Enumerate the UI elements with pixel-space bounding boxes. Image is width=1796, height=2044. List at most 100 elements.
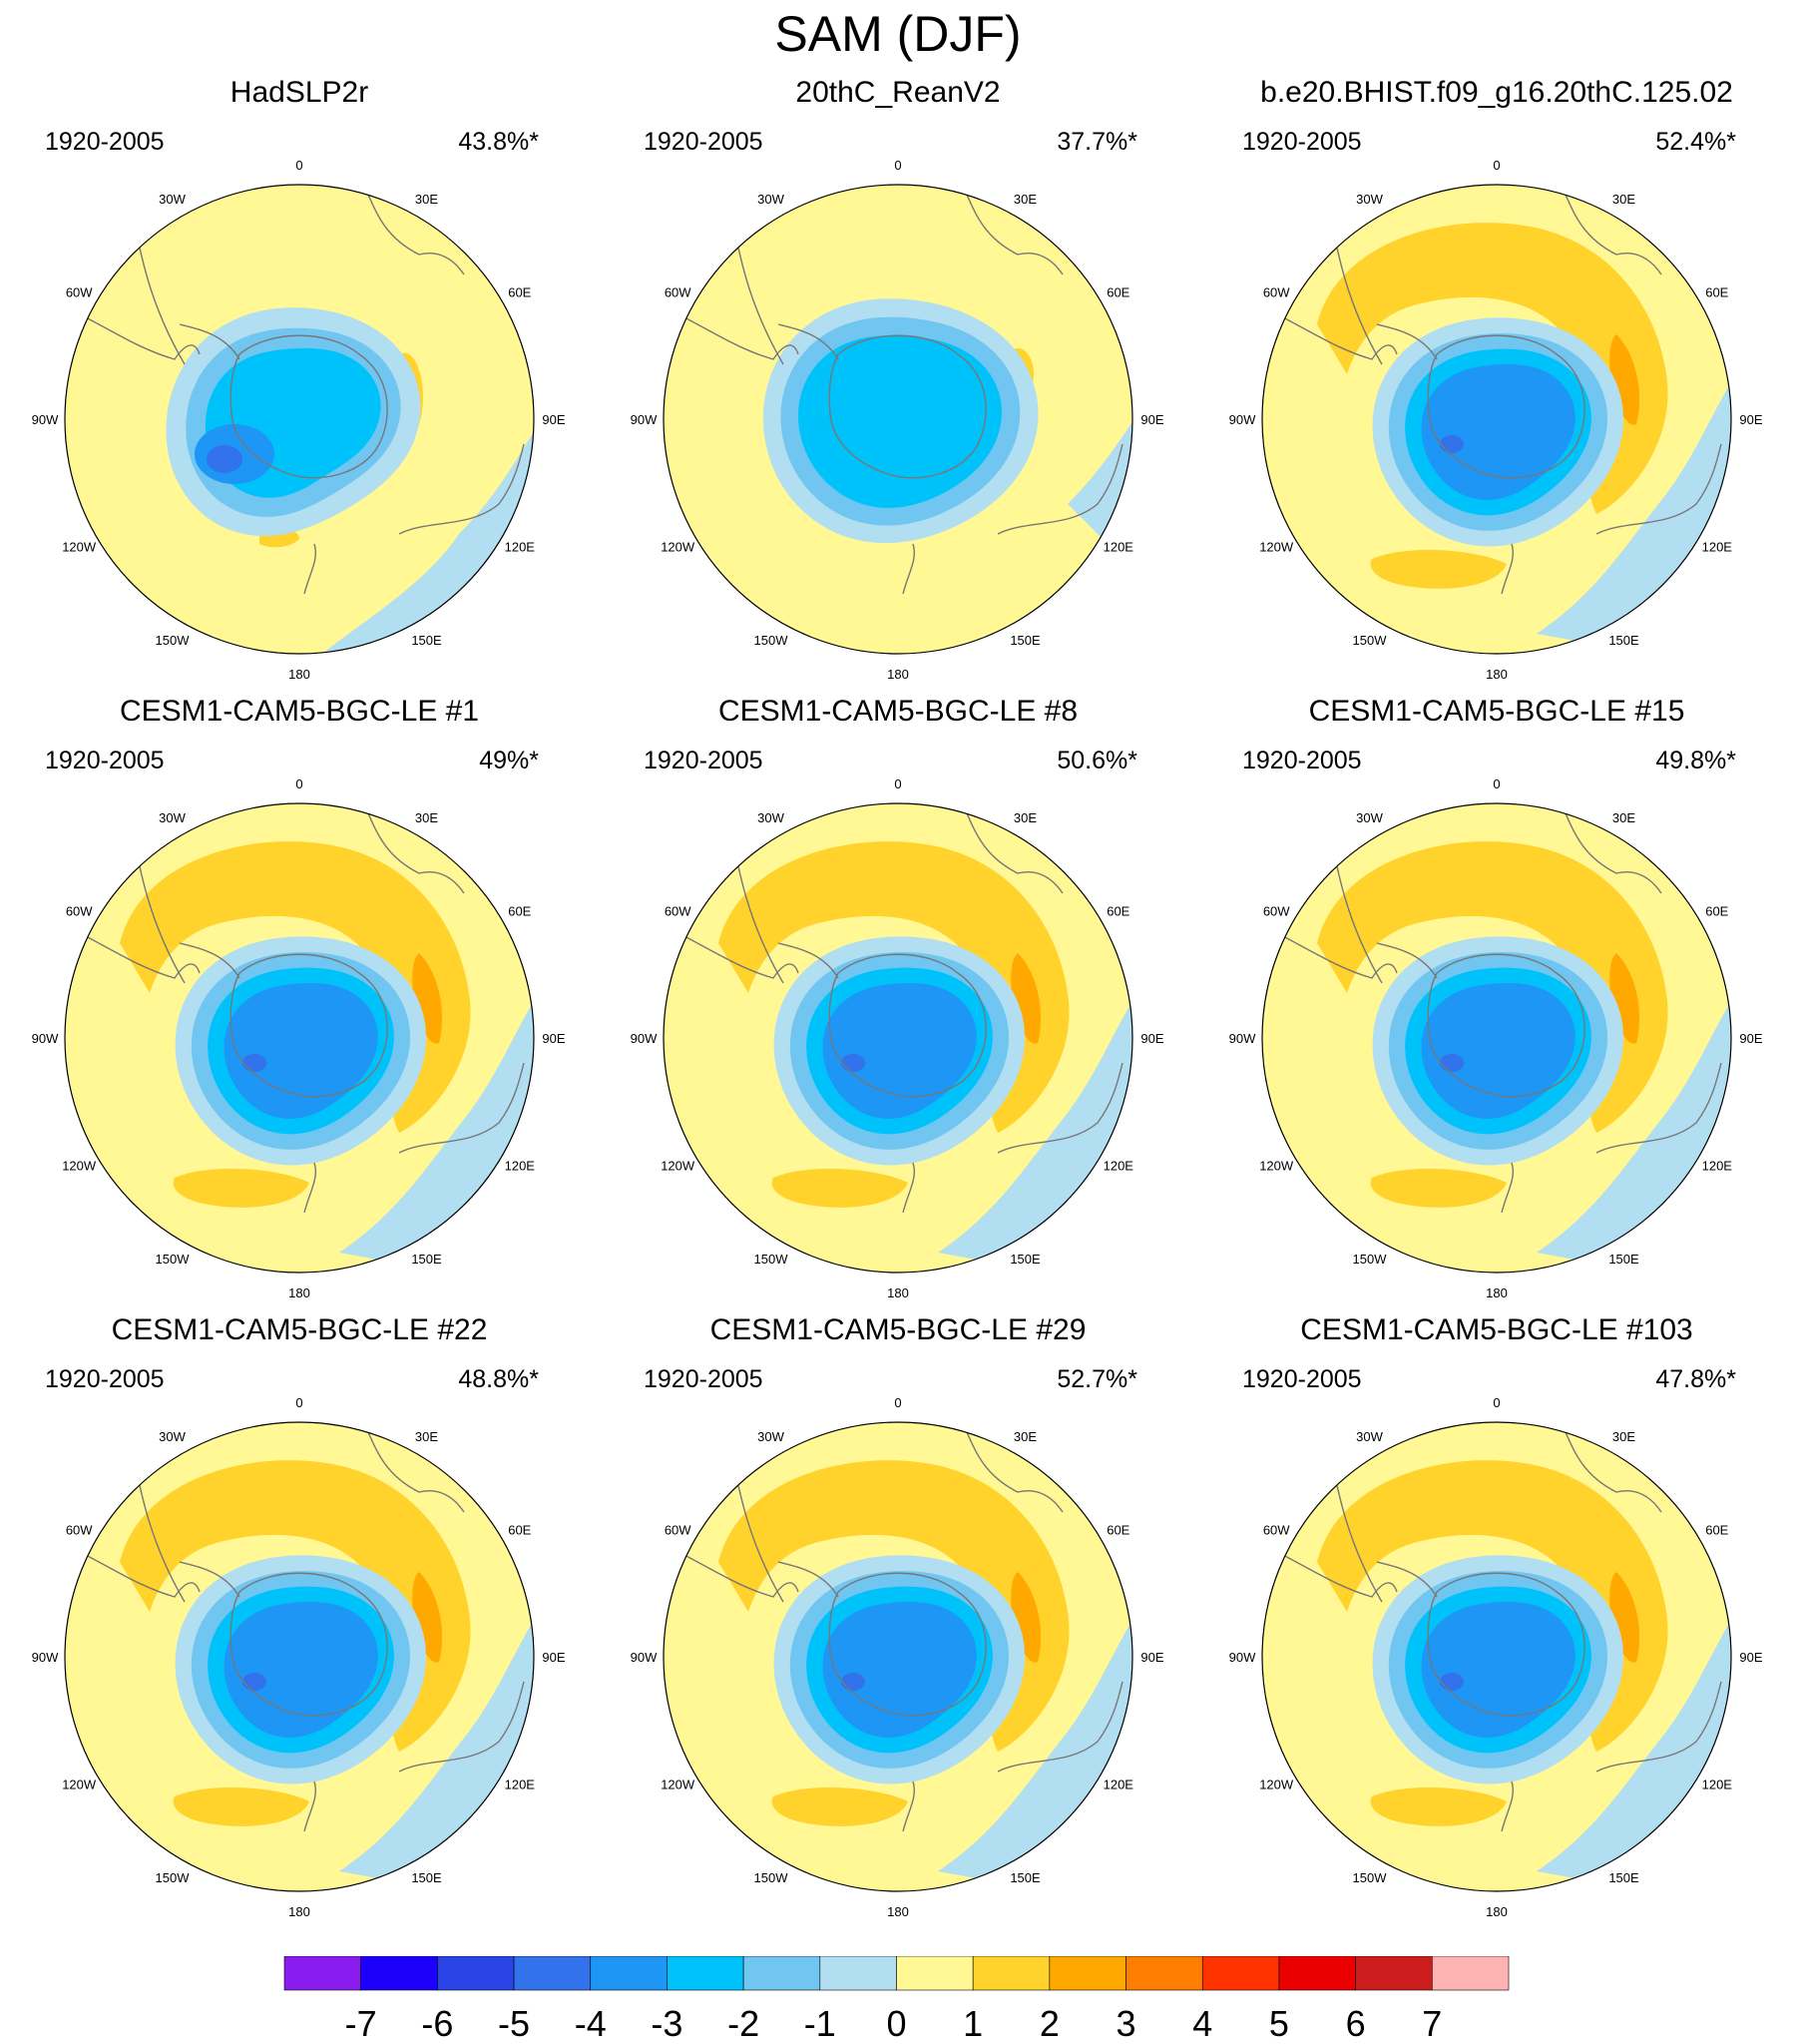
longitude-label: 30W xyxy=(1356,810,1383,825)
longitude-label: 90E xyxy=(1739,1031,1762,1046)
longitude-label: 30W xyxy=(1356,192,1383,207)
longitude-label: 150E xyxy=(1010,633,1041,648)
longitude-label: 90E xyxy=(1140,412,1163,427)
colorbar-swatch xyxy=(1278,1956,1356,1991)
longitude-label: 150E xyxy=(1608,1252,1639,1267)
positive-anomaly-region xyxy=(173,1168,309,1208)
negative-anomaly-core xyxy=(1440,1054,1464,1072)
colorbar-tick-label: 7 xyxy=(1422,2003,1442,2044)
coastlines xyxy=(1276,803,1722,1214)
longitude-label: 60W xyxy=(665,904,691,919)
map-svg: 0 30E 60E 90E 120E 150E 180 150W 120W 90W 60W 30W xyxy=(631,776,1164,1300)
longitude-label: 90W xyxy=(32,412,59,427)
longitude-label: 60E xyxy=(508,904,531,919)
panel-title: CESM1-CAM5-BGC-LE #22 xyxy=(111,1313,488,1346)
positive-anomaly-region xyxy=(771,1168,908,1208)
colorbar-swatch xyxy=(972,1956,1051,1991)
longitude-label: 120E xyxy=(1104,1159,1134,1174)
colorbar-swatch xyxy=(896,1956,974,1991)
map-boundary xyxy=(64,184,535,655)
longitude-label: 30E xyxy=(415,192,438,207)
panel-variance-pct: 52.4%* xyxy=(1655,128,1736,156)
coastlines xyxy=(79,1422,525,1832)
panel-title: CESM1-CAM5-BGC-LE #15 xyxy=(1308,695,1685,728)
longitude-label: 60W xyxy=(66,285,93,300)
longitude-label: 60W xyxy=(66,904,93,919)
longitude-label: 30E xyxy=(1014,192,1037,207)
map-boundary xyxy=(1261,1421,1732,1892)
longitude-label: 60E xyxy=(1107,1523,1129,1538)
longitude-label: 120E xyxy=(1702,1778,1733,1792)
map-svg: 0 30E 60E 90E 120E 150E 180 150W 120W 90W 60W 30W xyxy=(32,776,566,1300)
positive-anomaly-region xyxy=(120,1460,471,1752)
longitude-label: 60W xyxy=(1263,285,1290,300)
longitude-label: 150W xyxy=(156,1252,191,1267)
colorbar-tick-label: -4 xyxy=(575,2003,607,2044)
longitude-label: 60E xyxy=(1705,904,1728,919)
negative-anomaly-contour xyxy=(822,983,977,1119)
map-boundary xyxy=(64,1421,535,1892)
longitude-label: 30E xyxy=(1014,1429,1037,1444)
map-svg: 0 30E 60E 90E 120E 150E 180 150W 120W 90W 60W 30W xyxy=(631,1395,1164,1919)
map-panel: CESM1-CAM5-BGC-LE #8 1920-2005 50.6%* 0 3… xyxy=(599,694,1197,1312)
longitude-label: 30W xyxy=(159,810,186,825)
longitude-label: 90E xyxy=(1739,1650,1762,1665)
negative-anomaly-core xyxy=(242,1673,266,1691)
longitude-label: 90W xyxy=(1229,1650,1256,1665)
longitude-label: 120E xyxy=(1702,540,1733,555)
longitude-label: 120E xyxy=(505,1159,536,1174)
panel-title: CESM1-CAM5-BGC-LE #8 xyxy=(717,695,1079,728)
colorbar-tick-label: 4 xyxy=(1192,2003,1212,2044)
longitude-label: 120W xyxy=(1259,540,1294,555)
longitude-label: 30W xyxy=(159,192,186,207)
panel-variance-pct: 52.7%* xyxy=(1057,1365,1137,1393)
map-panel: HadSLP2r 1920-2005 43.8%* 0 30E 60E 90E 120E… xyxy=(0,75,599,694)
longitude-label: 150E xyxy=(411,1252,442,1267)
positive-anomaly-region xyxy=(1370,1168,1507,1208)
positive-anomaly-region xyxy=(120,841,471,1133)
longitude-label: 120W xyxy=(62,540,97,555)
longitude-label: 180 xyxy=(887,1904,909,1919)
positive-anomaly-region xyxy=(1370,1787,1507,1826)
colorbar-swatch xyxy=(1355,1956,1433,1991)
colorbar-tick-label: -7 xyxy=(345,2003,377,2044)
map-svg: 0 30E 60E 90E 120E 150E 180 150W 120W 90W 60W 30W xyxy=(32,1395,566,1919)
panel-years: 1920-2005 xyxy=(1242,128,1362,156)
negative-anomaly-core xyxy=(1440,435,1464,453)
colorbar-tick-label: 5 xyxy=(1269,2003,1289,2044)
positive-anomaly-region xyxy=(718,841,1070,1133)
colorbar-tick-label: 6 xyxy=(1346,2003,1366,2044)
longitude-label: 60W xyxy=(1263,904,1290,919)
colorbar-tick-label: -1 xyxy=(804,2003,836,2044)
colorbar-swatch xyxy=(1125,1956,1203,1991)
panel-years: 1920-2005 xyxy=(1242,1365,1362,1393)
negative-anomaly-core xyxy=(841,1054,865,1072)
map-boundary xyxy=(663,1421,1133,1892)
colorbar-swatch xyxy=(667,1956,744,1991)
panel-years: 1920-2005 xyxy=(45,128,165,156)
longitude-label: 150W xyxy=(1353,1252,1388,1267)
panel-title: CESM1-CAM5-BGC-LE #29 xyxy=(709,1313,1087,1346)
positive-anomaly-region xyxy=(1317,1460,1668,1752)
longitude-label: 150W xyxy=(754,1870,789,1885)
map-panel: 20thC_ReanV2 1920-2005 37.7%* 0 30E 60E 90E… xyxy=(599,75,1197,694)
longitude-label: 120E xyxy=(1702,1159,1733,1174)
negative-anomaly-contour xyxy=(1421,983,1575,1119)
map-panel: CESM1-CAM5-BGC-LE #29 1920-2005 52.7%* 0… xyxy=(599,1312,1197,1931)
colorbar-tick-label: -6 xyxy=(421,2003,453,2044)
longitude-label: 30W xyxy=(1356,1429,1383,1444)
panel-title: HadSLP2r xyxy=(229,76,369,109)
longitude-label: 30E xyxy=(1014,810,1037,825)
map-boundary xyxy=(1261,802,1732,1274)
longitude-label: 60E xyxy=(1107,904,1129,919)
map-boundary xyxy=(64,802,535,1274)
panel-title: 20thC_ReanV2 xyxy=(795,76,1001,109)
longitude-label: 90W xyxy=(32,1031,59,1046)
colorbar-swatch xyxy=(819,1956,897,1991)
colorbar-tick-label: -2 xyxy=(727,2003,759,2044)
longitude-label: 120W xyxy=(661,540,695,555)
longitude-label: 90E xyxy=(542,412,565,427)
positive-anomaly-region xyxy=(771,1787,908,1826)
longitude-label: 90W xyxy=(631,412,658,427)
longitude-label: 150E xyxy=(1010,1870,1041,1885)
